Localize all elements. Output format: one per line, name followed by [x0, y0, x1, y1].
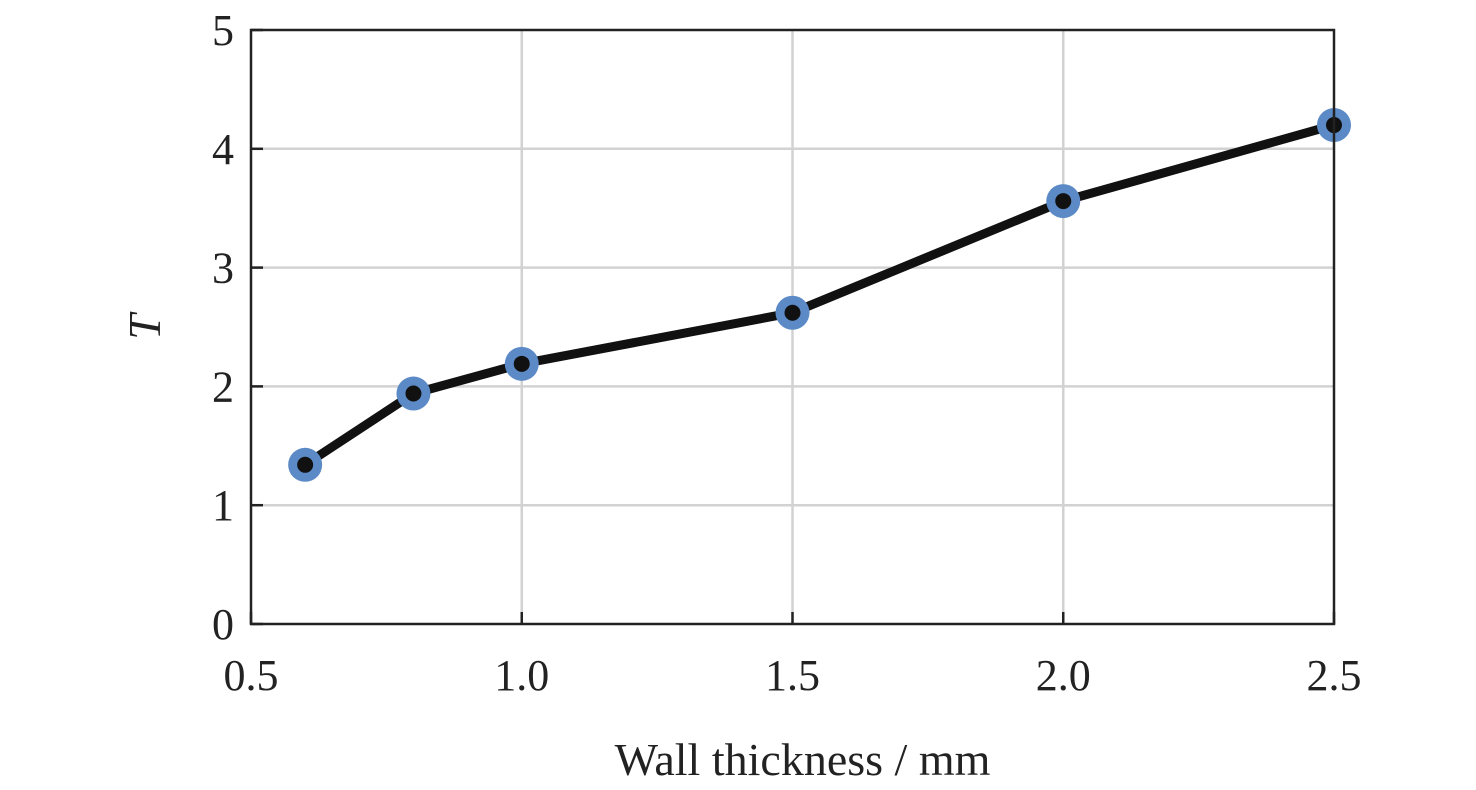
data-point-center [513, 355, 530, 372]
y-tick-label: 5 [212, 6, 234, 55]
y-tick-label: 2 [212, 362, 234, 411]
y-tick-labels: 0 1 2 3 4 5 [212, 6, 234, 649]
x-axis-title: Wall thickness / mm [615, 734, 991, 785]
series-line [300, 120, 1339, 470]
y-tick-label: 4 [212, 125, 234, 174]
x-tick-labels: 0.5 1.0 1.5 2.0 2.5 [224, 651, 1362, 700]
data-point-center [297, 456, 314, 473]
y-axis-title: T [119, 311, 170, 340]
x-tick-label: 2.5 [1307, 651, 1362, 700]
data-point-center [1055, 193, 1072, 210]
x-tick-label: 1.0 [494, 651, 549, 700]
x-tick-label: 0.5 [224, 651, 279, 700]
y-tick-label: 1 [212, 481, 234, 530]
data-point-center [784, 304, 801, 321]
y-tick-label: 3 [212, 244, 234, 293]
y-tick-label: 0 [212, 600, 234, 649]
x-tick-label: 1.5 [765, 651, 820, 700]
x-tick-label: 2.0 [1036, 651, 1091, 700]
data-points [288, 108, 1351, 482]
axis-ticks [249, 28, 1336, 626]
data-point-center [405, 385, 422, 402]
plot-area [288, 108, 1351, 482]
